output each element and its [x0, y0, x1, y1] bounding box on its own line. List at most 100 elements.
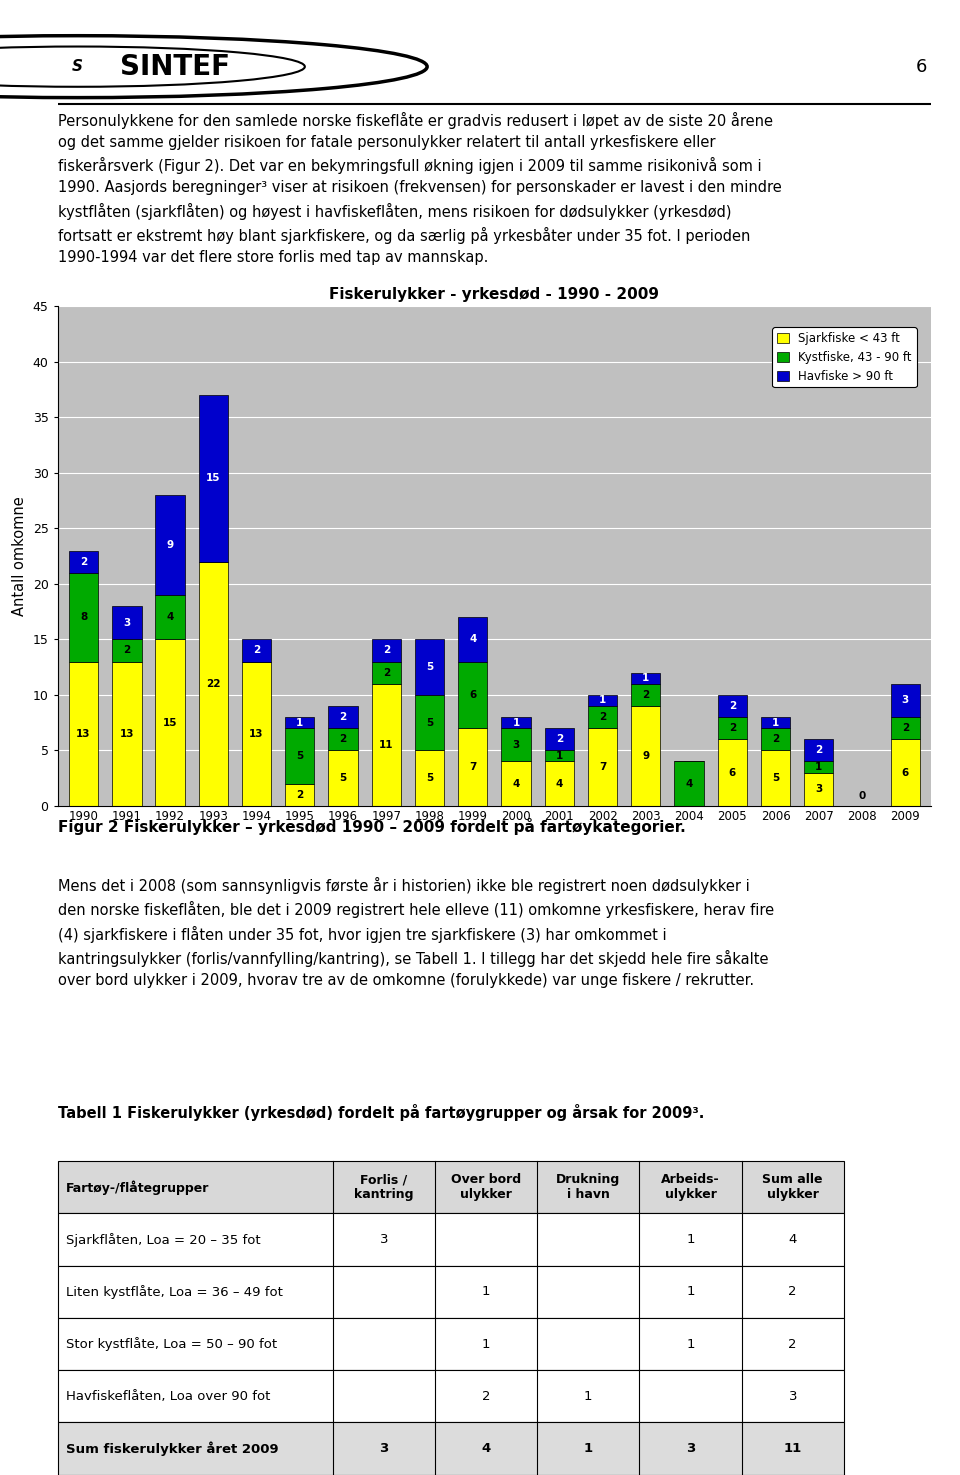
Text: 5: 5: [297, 751, 303, 761]
Text: 2: 2: [815, 745, 823, 755]
Text: 4: 4: [556, 779, 563, 789]
Bar: [69, 550, 98, 572]
Bar: [458, 661, 488, 729]
Bar: [242, 639, 272, 661]
Bar: [544, 761, 574, 805]
Text: 15: 15: [163, 718, 178, 727]
Text: Over bord
ulykker: Over bord ulykker: [451, 1173, 521, 1201]
Text: 1: 1: [297, 718, 303, 727]
Bar: [891, 684, 920, 717]
Text: 1: 1: [642, 673, 649, 683]
Bar: [156, 639, 184, 805]
Text: 15: 15: [206, 473, 221, 484]
Text: 1: 1: [686, 1338, 695, 1351]
Bar: [285, 717, 315, 729]
Text: 2: 2: [556, 735, 563, 745]
Text: 2: 2: [123, 646, 131, 655]
Text: 0: 0: [858, 792, 866, 801]
Text: 3: 3: [379, 1443, 389, 1454]
Bar: [544, 751, 574, 761]
Text: Havfiskeflåten, Loa over 90 fot: Havfiskeflåten, Loa over 90 fot: [66, 1389, 271, 1403]
Text: 2: 2: [482, 1389, 491, 1403]
Text: 9: 9: [166, 540, 174, 550]
Text: 2: 2: [252, 646, 260, 655]
Text: 2: 2: [383, 668, 390, 677]
Text: Drukning
i havn: Drukning i havn: [556, 1173, 620, 1201]
Text: 3: 3: [379, 1233, 388, 1246]
FancyBboxPatch shape: [58, 1319, 844, 1370]
Text: 1: 1: [482, 1285, 491, 1298]
Y-axis label: Antall omkomne: Antall omkomne: [12, 496, 27, 617]
Text: 3: 3: [685, 1443, 695, 1454]
Text: 13: 13: [120, 729, 134, 739]
Text: Personulykkene for den samlede norske fiskeflåte er gradvis redusert i løpet av : Personulykkene for den samlede norske fi…: [58, 112, 781, 266]
Bar: [588, 695, 617, 707]
Bar: [69, 661, 98, 805]
Bar: [588, 729, 617, 805]
Bar: [717, 695, 747, 717]
Bar: [761, 729, 790, 751]
Text: 2: 2: [788, 1338, 797, 1351]
Bar: [242, 661, 272, 805]
Bar: [372, 661, 401, 684]
Text: Sjarkflåten, Loa = 20 – 35 fot: Sjarkflåten, Loa = 20 – 35 fot: [66, 1233, 261, 1246]
Text: 2: 2: [788, 1285, 797, 1298]
Bar: [761, 751, 790, 805]
Text: 2: 2: [340, 712, 347, 723]
Text: 2: 2: [340, 735, 347, 745]
Text: 1: 1: [556, 751, 563, 761]
Text: 5: 5: [772, 773, 780, 783]
Text: Forlis /
kantring: Forlis / kantring: [354, 1173, 414, 1201]
Text: 11: 11: [379, 740, 394, 749]
Text: 1: 1: [686, 1233, 695, 1246]
Text: 2: 2: [729, 723, 736, 733]
Text: 4: 4: [513, 779, 519, 789]
Bar: [501, 717, 531, 729]
Bar: [458, 617, 488, 661]
FancyBboxPatch shape: [58, 1422, 844, 1475]
Text: 3: 3: [901, 695, 909, 705]
FancyBboxPatch shape: [58, 1161, 844, 1214]
Text: 1: 1: [599, 695, 606, 705]
Bar: [631, 707, 660, 805]
Text: 9: 9: [642, 751, 649, 761]
Bar: [199, 562, 228, 805]
Text: 1: 1: [513, 718, 519, 727]
Text: Tabell 1 Fiskerulykker (yrkesdød) fordelt på fartøygrupper og årsak for 2009³.: Tabell 1 Fiskerulykker (yrkesdød) fordel…: [58, 1103, 704, 1121]
Text: 2: 2: [642, 690, 649, 699]
Bar: [588, 707, 617, 729]
Text: 7: 7: [599, 763, 606, 771]
Text: 4: 4: [788, 1233, 797, 1246]
Text: 5: 5: [426, 662, 433, 673]
Text: 2: 2: [772, 735, 780, 745]
Bar: [156, 594, 184, 639]
Text: 6: 6: [469, 690, 476, 699]
Bar: [804, 773, 833, 805]
Bar: [631, 684, 660, 707]
Text: 13: 13: [250, 729, 264, 739]
Bar: [415, 695, 444, 751]
Bar: [112, 606, 141, 639]
Text: 13: 13: [76, 729, 91, 739]
Text: 6: 6: [901, 767, 909, 777]
Text: 8: 8: [80, 612, 87, 622]
Bar: [328, 707, 358, 729]
Text: 2: 2: [599, 712, 606, 723]
FancyBboxPatch shape: [58, 1266, 844, 1319]
Bar: [501, 729, 531, 761]
Text: S: S: [72, 59, 84, 74]
Bar: [112, 661, 141, 805]
Text: 22: 22: [206, 678, 221, 689]
Title: Fiskerulykker - yrkesdød - 1990 - 2009: Fiskerulykker - yrkesdød - 1990 - 2009: [329, 288, 660, 302]
Bar: [717, 717, 747, 739]
Text: Fartøy-/flåtegrupper: Fartøy-/flåtegrupper: [66, 1180, 209, 1195]
Text: Sum fiskerulykker året 2009: Sum fiskerulykker året 2009: [66, 1441, 279, 1456]
Text: 2: 2: [297, 789, 303, 799]
Bar: [544, 729, 574, 751]
Bar: [804, 761, 833, 773]
Text: 3: 3: [788, 1389, 797, 1403]
Text: 3: 3: [123, 618, 131, 628]
Text: 4: 4: [482, 1443, 491, 1454]
Text: 1: 1: [772, 718, 780, 727]
Bar: [761, 717, 790, 729]
